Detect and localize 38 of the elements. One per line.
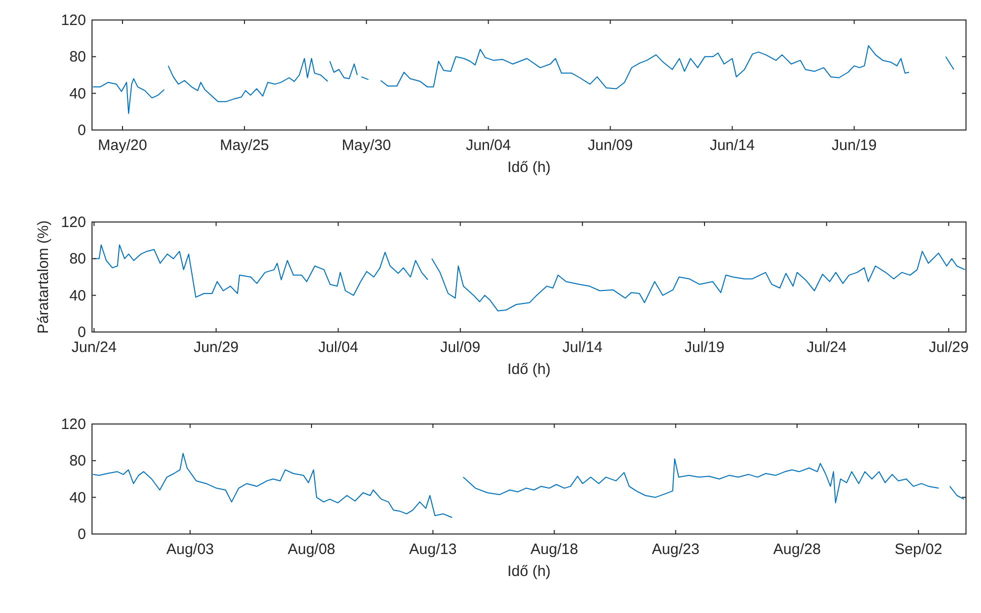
x-axis-title: Idő (h) xyxy=(507,159,551,176)
x-tick-label: Jun/24 xyxy=(72,339,117,356)
y-tick-label: 80 xyxy=(69,452,86,470)
x-tick-label: Aug/08 xyxy=(288,541,336,558)
x-tick-label: Jun/04 xyxy=(466,137,511,154)
x-tick-label: May/25 xyxy=(220,137,270,154)
x-tick-label: Jul/14 xyxy=(562,339,602,356)
x-tick-label: Jun/14 xyxy=(710,137,755,154)
x-tick-label: Jun/19 xyxy=(832,137,877,154)
x-tick-label: Sep/02 xyxy=(894,541,942,558)
y-tick-label: 0 xyxy=(78,324,86,341)
x-tick-label: Jul/29 xyxy=(928,339,969,356)
x-tick-label: Jun/09 xyxy=(588,137,633,154)
y-tick-label: 80 xyxy=(69,250,86,268)
y-axis-title: Páratartalom (%) xyxy=(35,220,52,334)
y-tick-label: 40 xyxy=(69,489,86,506)
x-axis-title: Idő (h) xyxy=(507,361,551,378)
x-tick-label: May/30 xyxy=(342,137,391,154)
y-tick-label: 120 xyxy=(60,12,86,29)
y-tick-label: 80 xyxy=(69,48,86,66)
x-tick-label: Jul/24 xyxy=(806,339,847,356)
x-tick-label: Aug/13 xyxy=(409,541,457,558)
x-tick-label: Jul/19 xyxy=(684,339,725,356)
y-tick-label: 0 xyxy=(78,122,86,139)
x-tick-label: Aug/03 xyxy=(166,541,214,558)
x-tick-label: Jul/09 xyxy=(440,339,480,356)
y-tick-label: 40 xyxy=(69,287,86,304)
y-tick-label: 0 xyxy=(78,526,86,543)
x-tick-label: Aug/23 xyxy=(652,541,700,558)
y-tick-label: 120 xyxy=(60,214,86,231)
y-tick-label: 120 xyxy=(60,416,86,433)
x-axis-title: Idő (h) xyxy=(507,563,551,580)
y-tick-label: 40 xyxy=(69,85,86,102)
x-tick-label: Jun/29 xyxy=(194,339,239,356)
x-tick-label: Aug/18 xyxy=(530,541,578,558)
x-tick-label: May/20 xyxy=(98,137,148,154)
x-tick-label: Jul/04 xyxy=(318,339,358,356)
x-tick-label: Aug/28 xyxy=(773,541,821,558)
